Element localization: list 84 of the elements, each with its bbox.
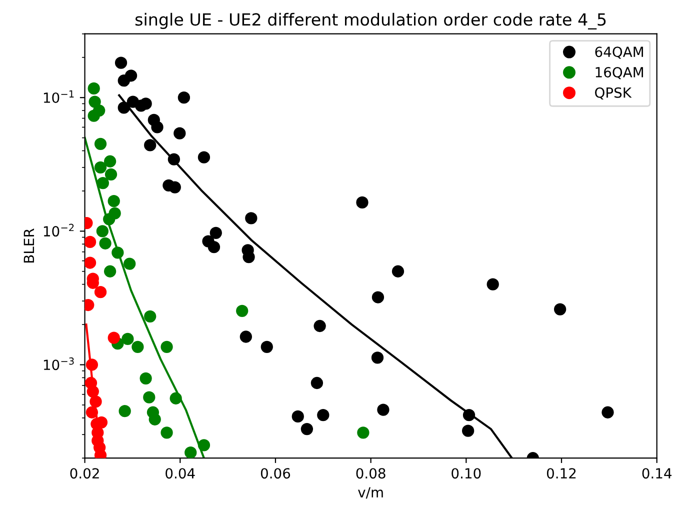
point: [94, 161, 107, 174]
point: [357, 426, 370, 439]
point: [84, 236, 96, 248]
point: [96, 177, 109, 190]
point: [462, 408, 476, 422]
y-axis-title: BLER: [24, 228, 34, 262]
point: [104, 168, 118, 180]
point: [114, 56, 128, 69]
legend-label: QPSK: [595, 87, 632, 100]
point: [86, 406, 98, 418]
y-tick-label: 10$^{−2}$: [44, 224, 74, 237]
point: [310, 376, 324, 390]
point: [356, 196, 368, 209]
point: [245, 212, 258, 224]
point: [140, 98, 152, 110]
point: [210, 226, 222, 240]
point: [122, 332, 134, 346]
point: [143, 391, 156, 404]
point: [554, 303, 566, 316]
point: [151, 121, 164, 134]
point: [260, 340, 273, 353]
point: [198, 151, 210, 164]
point: [184, 446, 197, 458]
point: [140, 372, 152, 384]
point: [148, 413, 161, 426]
point: [86, 385, 99, 398]
point: [84, 256, 96, 269]
point: [88, 96, 101, 108]
point: [178, 92, 190, 104]
x-axis-title: v/m: [358, 487, 383, 499]
point: [94, 286, 107, 298]
point: [118, 404, 131, 418]
point: [103, 213, 116, 226]
point: [314, 320, 326, 332]
point: [317, 408, 330, 422]
y-tick-label: 10$^{−1}$: [44, 90, 74, 103]
point: [112, 246, 124, 259]
chart-title: single UE - UE2 different modulation order code rate 4_5: [135, 12, 606, 30]
x-tick-label: 0.14: [642, 468, 672, 479]
point: [236, 304, 248, 317]
point: [174, 127, 186, 140]
point: [99, 237, 112, 250]
point: [124, 70, 138, 82]
point: [168, 181, 181, 194]
point: [170, 392, 182, 404]
x-tick-label: 0.04: [166, 468, 195, 479]
point: [108, 332, 120, 344]
point: [96, 225, 109, 238]
point: [168, 153, 180, 166]
point: [462, 424, 474, 437]
x-tick-label: 0.08: [356, 468, 386, 479]
point: [208, 241, 220, 254]
point: [377, 404, 390, 416]
point: [132, 340, 144, 353]
point: [124, 258, 136, 270]
x-tick-label: 0.10: [452, 468, 481, 479]
point: [160, 340, 173, 353]
point: [240, 330, 252, 343]
y-tick-label: 10$^{−3}$: [44, 357, 74, 370]
point: [118, 102, 130, 114]
x-tick-label: 0.06: [260, 468, 290, 479]
point: [602, 406, 614, 418]
point: [160, 426, 173, 439]
point: [90, 396, 102, 408]
point: [144, 310, 156, 322]
point: [88, 82, 100, 95]
point: [108, 194, 120, 208]
point: [300, 422, 314, 436]
point: [372, 291, 384, 304]
point: [88, 110, 100, 122]
point: [144, 139, 156, 152]
point: [371, 352, 384, 364]
point: [86, 358, 98, 371]
point: [486, 278, 499, 290]
point: [94, 138, 107, 150]
x-tick-label: 0.12: [546, 468, 576, 479]
point: [198, 439, 210, 452]
point: [104, 265, 116, 278]
point: [104, 155, 116, 168]
point: [392, 265, 404, 278]
legend-label: 16QAM: [596, 66, 643, 80]
x-tick-label: 0.02: [70, 468, 99, 479]
legend-label: 64QAM: [595, 46, 643, 59]
point: [292, 410, 304, 423]
